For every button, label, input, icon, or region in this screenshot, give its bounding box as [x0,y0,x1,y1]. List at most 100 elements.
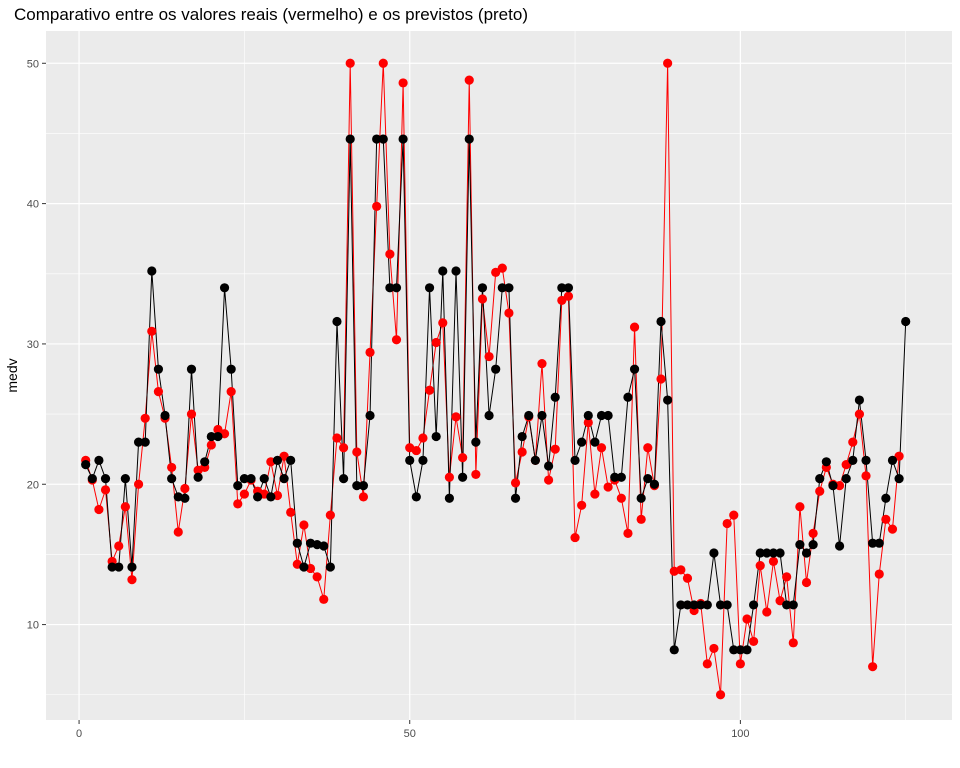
data-point [438,318,448,328]
data-point [510,478,521,488]
data-point [775,596,785,606]
data-point [530,455,540,465]
data-point [358,492,369,502]
data-point [854,395,865,405]
data-point [537,358,547,369]
data-point [286,455,296,465]
data-point [345,134,355,144]
data-point [114,562,124,572]
data-point [418,455,428,465]
data-point [702,600,712,610]
data-point [894,451,904,461]
data-point [233,499,243,509]
data-point [828,481,838,491]
data-point [299,562,309,572]
data-point [775,548,785,558]
data-point [821,457,831,467]
data-point [656,374,666,384]
data-point [81,460,91,470]
data-point [325,562,335,572]
data-point [438,266,448,276]
major-gridlines [46,31,952,720]
data-point [226,387,236,397]
data-point [848,437,858,447]
data-point [458,452,468,463]
data-point [901,316,911,327]
x-tick-label: 100 [731,728,749,740]
data-point [676,565,686,575]
data-point [411,492,421,502]
data-point [186,364,197,374]
plot-panel [46,31,952,720]
data-point [894,474,904,484]
data-point [411,445,421,456]
data-point [669,645,679,655]
data-point [120,502,130,512]
data-point [881,514,891,524]
data-point [676,600,686,610]
data-point [570,455,580,465]
data-point [570,532,580,543]
data-point [491,364,501,374]
data-point [312,572,322,582]
data-point [596,410,607,421]
data-point [391,283,402,293]
data-point [319,594,329,604]
data-point [517,447,527,457]
data-point [477,294,488,304]
data-point [352,481,362,491]
data-point [200,457,210,467]
data-point [279,451,289,461]
data-point [431,431,441,442]
data-point [246,474,256,484]
data-point [848,455,858,465]
data-point [186,409,197,419]
data-point [153,364,164,374]
data-point [834,541,845,551]
data-point [808,528,818,538]
data-point [874,569,884,579]
data-point [424,385,435,395]
y-tick-label: 10 [27,620,39,632]
data-point [458,472,468,482]
data-point [153,387,164,397]
data-point [709,548,719,558]
data-point [510,493,521,503]
data-point [874,538,884,548]
data-point [596,443,607,453]
y-tick-label: 20 [27,479,39,491]
data-point [715,690,726,700]
data-point [590,489,600,499]
data-point [815,486,825,496]
data-point [550,392,560,402]
data-point [623,392,633,402]
data-point [173,527,183,537]
series-layer [81,58,911,700]
data-point [636,493,646,503]
data-point [841,460,851,470]
data-point [709,643,719,654]
data-point [722,518,732,529]
data-point [537,410,547,421]
data-point [114,541,124,551]
data-point [868,538,878,548]
data-point [881,493,891,503]
data-point [815,474,825,484]
data-point [140,413,150,423]
data-point [87,474,97,484]
data-point [603,410,613,421]
data-point [180,493,190,503]
data-point [319,541,329,551]
data-point [854,409,865,419]
data-point [259,474,269,484]
data-point [345,58,355,68]
data-point [464,134,474,144]
data-point [147,326,157,336]
data-point [398,78,408,88]
data-point [239,489,249,499]
data-point [577,500,587,510]
data-point [160,410,170,421]
data-point [742,645,752,655]
y-tick-label: 30 [27,339,39,351]
